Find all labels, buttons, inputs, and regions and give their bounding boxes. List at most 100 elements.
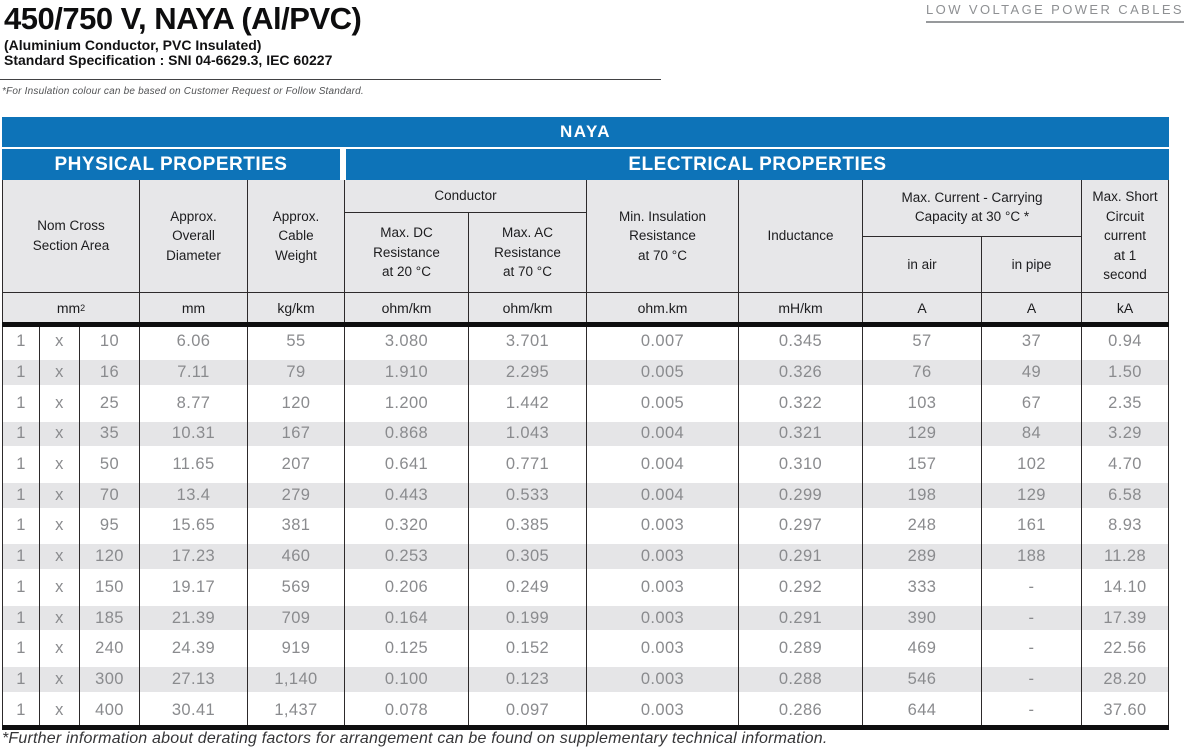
col-header-ac-resistance: Max. AC Resistance at 70 °C [494,225,561,280]
table-cell: x [40,541,80,572]
table-cell: 0.003 [587,694,739,726]
table-cell: 24.39 [140,633,248,665]
table-cell: 1,437 [248,694,345,726]
table-cell: - [982,664,1082,695]
table-row: 1 x 10 6.06 55 3.080 3.701 0.007 0.345 57 37 0.94 [3,326,1168,358]
table-cell: 0.868 [345,418,469,450]
section-electrical-properties: ELECTRICAL PROPERTIES [346,149,1169,180]
table-cell: 0.100 [345,664,469,695]
table-cell: 185 [80,602,140,634]
table-cell: x [40,357,80,388]
unit-kg-km: kg/km [248,293,345,322]
table-cell: 0.299 [739,479,863,511]
unit-mm: mm [140,293,248,322]
table-cell: x [40,387,80,419]
table-cell: 6.58 [1108,485,1142,504]
col-header-inductance: Inductance [739,180,863,292]
table-cell: 49 [982,357,1082,388]
table-cell: 6.06 [140,326,248,358]
table-cell: 1 [3,602,40,634]
table-cell: 30.41 [140,694,248,726]
table-cell: 0.286 [739,694,863,726]
page-subtitle: (Aluminium Conductor, PVC Insulated) [4,37,262,53]
table-cell: 381 [248,510,345,542]
table-cell: 1 [3,633,40,665]
table-cell: 0.206 [345,572,469,603]
table-cell: 11.65 [140,449,248,480]
table-cell: 1 [3,418,40,450]
col-header-current-capacity: Max. Current - Carrying Capacity at 30 °… [863,180,1081,237]
table-cell: 1 [3,694,40,726]
table-row: 1 x 70 13.4 279 0.443 0.533 0.004 0.299 198 129 6.5… [3,479,1168,511]
table-cell: x [40,633,80,665]
table-cell: 469 [863,633,982,665]
table-cell: 919 [248,633,345,665]
table-cell: 0.004 [587,479,739,511]
table-cell: 0.003 [587,664,739,695]
table-cell: 1,140 [248,664,345,695]
table-cell: 15.65 [140,510,248,542]
table-cell: 55 [248,326,345,358]
table-cell: 8.77 [140,387,248,419]
table-cell: 0.003 [587,633,739,665]
table-cell: 546 [863,664,982,695]
table-cell: - [982,633,1082,665]
table-row: 1 x 35 10.31 167 0.868 1.043 0.004 0.321 129 84 3.2… [3,418,1168,450]
table-row: 1 x 300 27.13 1,140 0.100 0.123 0.003 0.288 546- 2… [3,664,1168,695]
table-cell: 0.297 [739,510,863,542]
table-cell: 0.322 [739,387,863,419]
table-cell: 2.35 [1108,393,1142,412]
table-cell: 1 [3,510,40,542]
table-cell: 167 [248,418,345,450]
table-cell: 67 [982,387,1082,419]
table-cell: 289 [863,541,982,572]
table-cell: 1 [3,387,40,419]
table-cell: 0.004 [587,449,739,480]
table-cell: 1 [3,541,40,572]
table-cell: 25 [80,387,140,419]
table-cell: x [40,694,80,726]
table-row: 1 x 50 11.65 207 0.641 0.771 0.004 0.310 157 102 4.… [3,449,1168,480]
table-cell: 161 [982,510,1082,542]
col-header-cable-weight: Approx. Cable Weight [248,180,345,292]
col-header-insulation-resistance: Min. Insulation Resistance at 70 °C [587,180,739,292]
table-cell: x [40,572,80,603]
table-cell: 2.295 [469,357,587,388]
table-cell: 0.291 [739,541,863,572]
col-group-conductor: Conductor Max. DC Resistance at 20 °C Ma… [345,180,587,292]
unit-a-pipe: A [982,293,1082,322]
col-header-conductor: Conductor [345,180,586,213]
table-row: 1 x 95 15.65 381 0.320 0.385 0.003 0.297 248 161 8.… [3,510,1168,542]
table-cell: 0.305 [469,541,587,572]
table-cell: 279 [248,479,345,511]
table-cell: 1 [3,326,40,358]
table-row: 1 x 185 21.39 709 0.164 0.199 0.003 0.291 390- 17.… [3,602,1168,634]
table-cell: 0.078 [345,694,469,726]
table-cell: 0.321 [739,418,863,450]
category-label: LOW VOLTAGE POWER CABLES [926,2,1184,23]
col-header-in-air: in air [863,237,982,292]
table-cell: 0.533 [469,479,587,511]
spec-table: NAYA PHYSICAL PROPERTIES ELECTRICAL PROP… [2,117,1169,730]
table-cell: 21.39 [140,602,248,634]
table-cell: 14.10 [1103,577,1147,596]
table-cell: 0.288 [739,664,863,695]
table-cell: 460 [248,541,345,572]
table-cell: 0.310 [739,449,863,480]
table-cell: 0.003 [587,572,739,603]
table-row: 1 x 240 24.39 919 0.125 0.152 0.003 0.289 469- 22.… [3,633,1168,665]
table-cell: 0.123 [469,664,587,695]
table-cell: 0.249 [469,572,587,603]
table-cell: 3.29 [1108,424,1142,443]
table-cell: 27.13 [140,664,248,695]
unit-mm2: mm 2 [3,293,140,322]
table-cell: 0.164 [345,602,469,634]
table-cell: 4.70 [1108,455,1142,474]
table-cell: 400 [80,694,140,726]
unit-ohm-km-dc: ohm/km [345,293,469,322]
table-cell: 1 [3,479,40,511]
col-header-short-circuit: Max. Short Circuit current at 1 second [1092,189,1158,283]
table-cell: 0.199 [469,602,587,634]
table-cell: x [40,418,80,450]
